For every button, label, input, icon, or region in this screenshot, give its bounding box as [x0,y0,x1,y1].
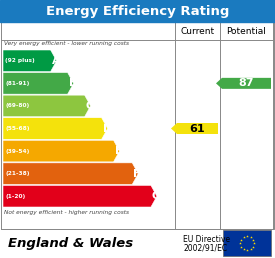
Polygon shape [3,50,57,71]
Text: C: C [86,101,94,111]
Bar [1,22,274,229]
Text: (39-54): (39-54) [5,149,29,154]
Text: EU Directive: EU Directive [183,236,230,245]
Text: 61: 61 [190,124,205,133]
Text: (1-20): (1-20) [5,194,25,199]
Text: England & Wales: England & Wales [8,238,133,251]
Text: G: G [152,191,161,201]
Polygon shape [3,72,74,94]
Text: (55-68): (55-68) [5,126,29,131]
Polygon shape [3,95,90,117]
Polygon shape [171,123,218,134]
Text: A: A [52,56,60,66]
Text: (69-80): (69-80) [5,103,29,108]
Polygon shape [216,78,271,89]
Bar [223,230,271,256]
Polygon shape [3,140,120,162]
Text: B: B [68,78,77,88]
Text: Current: Current [180,27,214,36]
Text: E: E [114,146,122,156]
Text: Potential: Potential [227,27,266,36]
Text: Not energy efficient - higher running costs: Not energy efficient - higher running co… [4,210,129,215]
Text: Very energy efficient - lower running costs: Very energy efficient - lower running co… [4,41,129,46]
Text: (81-91): (81-91) [5,81,29,86]
Text: (92 plus): (92 plus) [5,58,35,63]
Polygon shape [3,163,138,184]
Text: D: D [103,124,112,133]
Text: F: F [133,169,141,179]
Text: (21-38): (21-38) [5,171,29,176]
Polygon shape [3,118,108,139]
Text: Energy Efficiency Rating: Energy Efficiency Rating [46,4,229,18]
Text: 87: 87 [239,78,254,88]
Text: 2002/91/EC: 2002/91/EC [183,244,227,253]
Bar [0,0,275,22]
Polygon shape [3,186,157,207]
